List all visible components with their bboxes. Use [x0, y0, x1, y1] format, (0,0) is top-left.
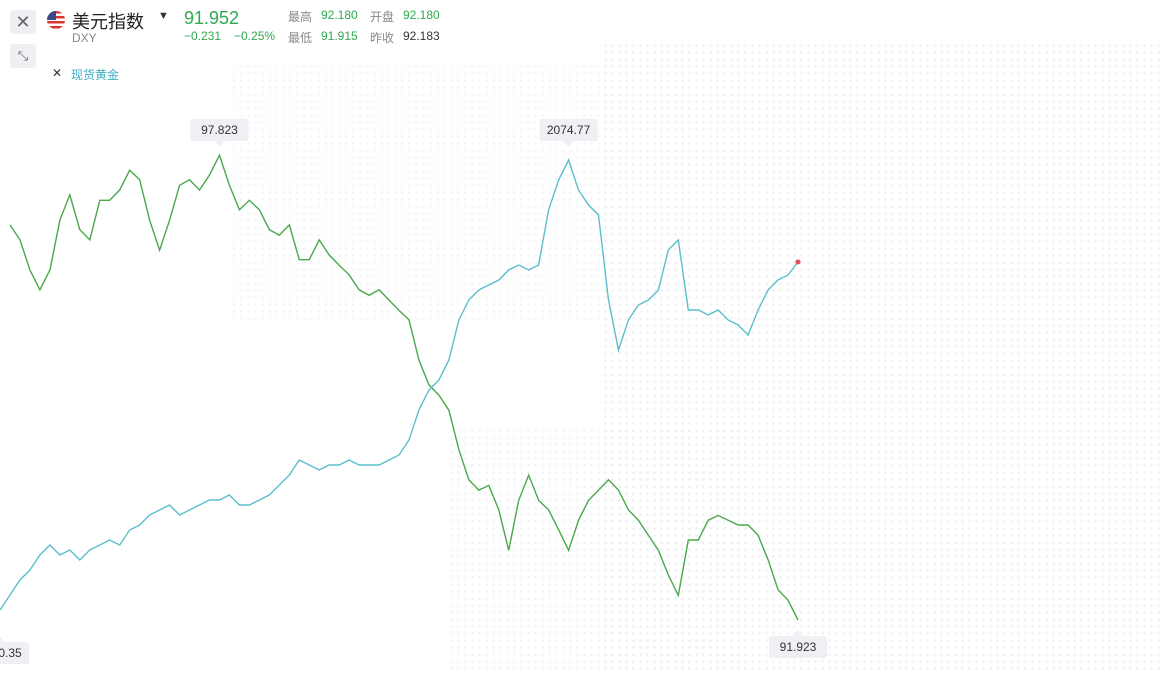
- annotation-label: 91.923: [780, 640, 817, 654]
- extreme-annotation: 97.823: [190, 118, 249, 147]
- stat-value: 92.180: [321, 8, 358, 22]
- instrument-code: DXY: [72, 31, 97, 45]
- stat-label: 昨收: [370, 31, 395, 45]
- stat-value: 92.180: [403, 8, 440, 22]
- flag: [47, 11, 65, 29]
- header: ✕ ⤡ 美元指数 ▼ DXY 91.952 −0.231 −0.25% 最高 92…: [0, 0, 1170, 90]
- map-background: [450, 430, 750, 670]
- remove-overlay[interactable]: ✕: [52, 66, 63, 80]
- annotation-pointer: [0, 636, 5, 643]
- annotation-pointer: [214, 140, 225, 147]
- stat-label: 开盘: [370, 10, 395, 24]
- collapse-button[interactable]: ⤡: [10, 44, 36, 68]
- annotation-label: 97.823: [201, 123, 238, 137]
- change-pct: −0.25%: [234, 29, 276, 43]
- map-background: [230, 60, 610, 320]
- last-point: [795, 259, 801, 265]
- annotation-box: [0, 642, 29, 665]
- extreme-annotation: 1450.35: [0, 636, 29, 665]
- change: −0.231: [184, 29, 222, 43]
- annotation-pointer: [793, 630, 803, 637]
- price: 91.952: [184, 8, 240, 28]
- extreme-annotation: 2074.77: [539, 119, 598, 148]
- stat-label: 最高: [288, 10, 313, 24]
- overlay-name[interactable]: 现货黄金: [71, 68, 120, 82]
- instrument-name[interactable]: 美元指数: [72, 12, 144, 32]
- stat-value: 92.183: [403, 29, 440, 43]
- annotation-box: [769, 636, 827, 659]
- series-line: [0, 158, 799, 611]
- annotation-box: [190, 118, 249, 141]
- close-button[interactable]: ✕: [10, 10, 36, 34]
- annotation-pointer: [563, 141, 574, 148]
- series-line: [9, 153, 799, 621]
- annotation-label: 2074.77: [547, 123, 591, 137]
- dropdown-arrow[interactable]: ▼: [158, 10, 169, 22]
- annotation-box: [539, 119, 598, 142]
- stat-value: 91.915: [321, 29, 358, 43]
- annotation-label: 1450.35: [0, 646, 22, 660]
- extreme-annotation: 91.923: [769, 630, 827, 659]
- stat-label: 最低: [288, 31, 313, 45]
